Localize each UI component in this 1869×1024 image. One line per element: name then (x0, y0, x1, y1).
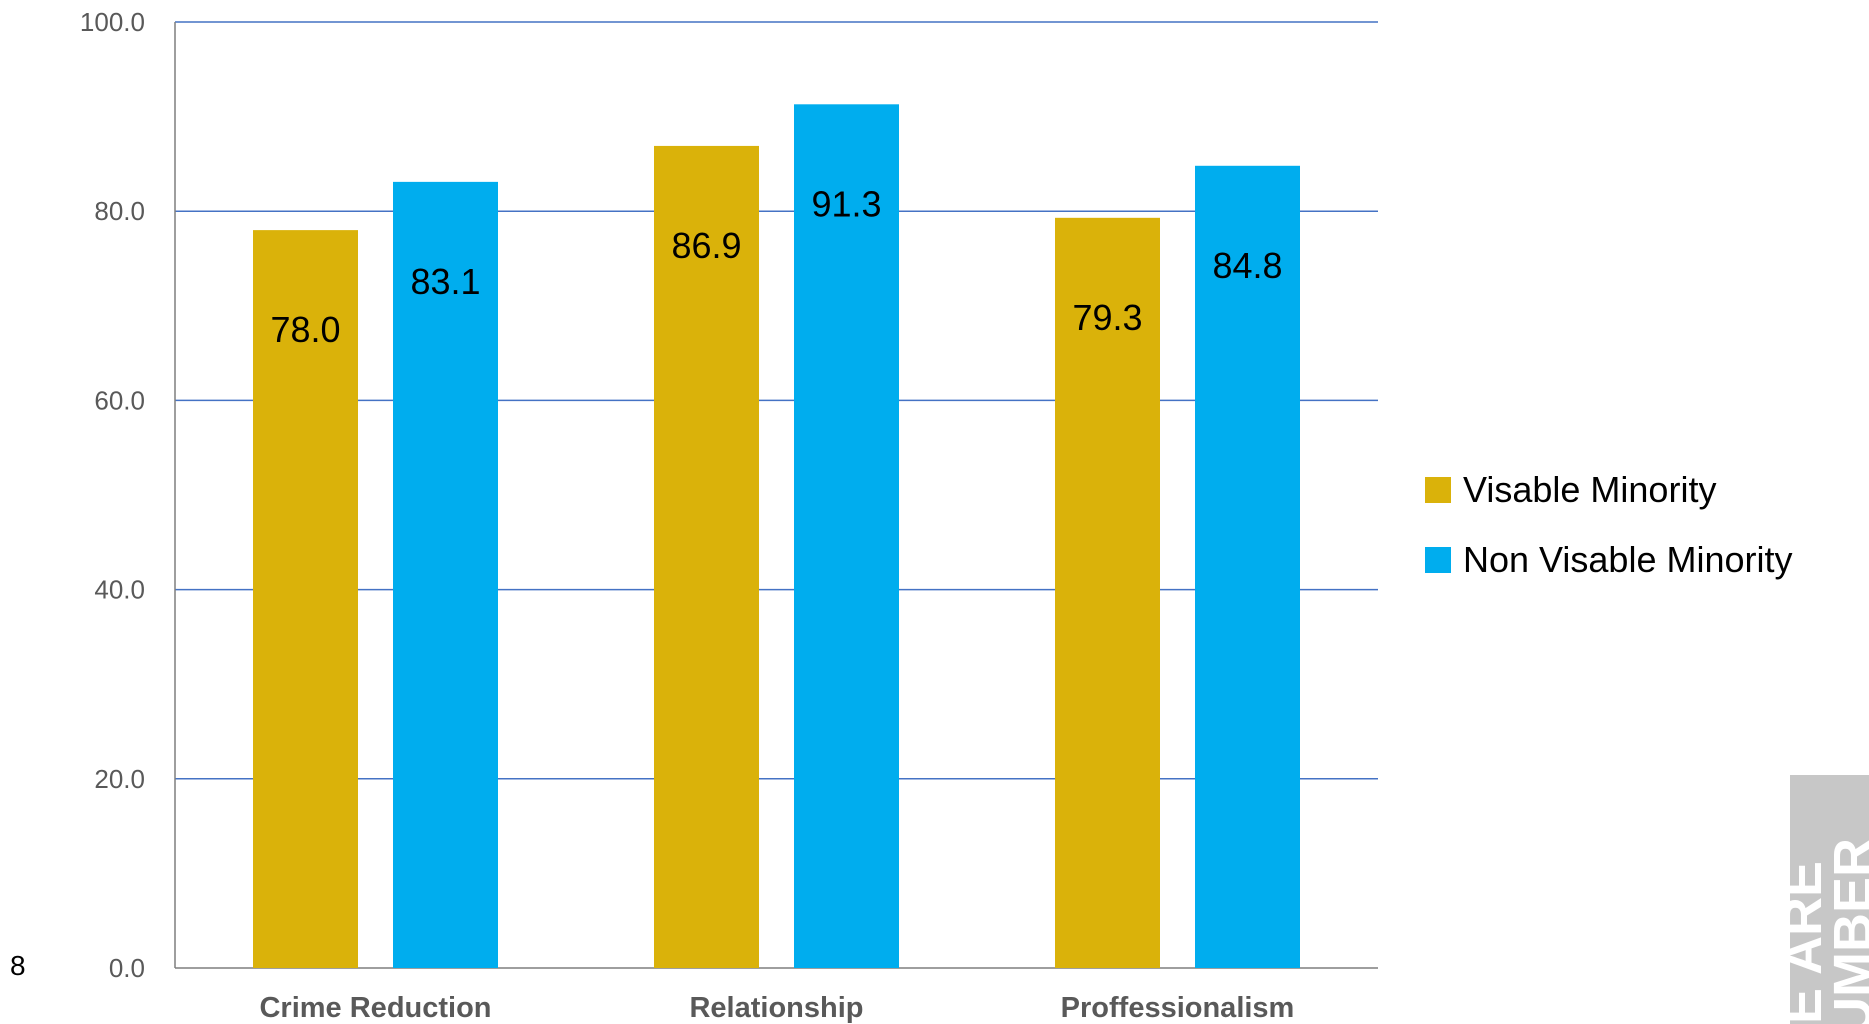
y-tick-label: 40.0 (94, 575, 145, 605)
legend-label-non-visable-minority: Non Visable Minority (1463, 539, 1792, 581)
data-label: 84.8 (1212, 245, 1282, 286)
slide-number: 8 (10, 950, 26, 982)
x-category-label: Proffessionalism (1061, 992, 1295, 1024)
x-category-label: Crime Reduction (259, 992, 491, 1024)
legend-swatch-visable-minority (1425, 477, 1451, 503)
watermark-logo: WE ARE NUMBER (1790, 775, 1869, 1024)
data-label: 86.9 (671, 225, 741, 266)
y-tick-label: 20.0 (94, 764, 145, 794)
chart-legend: Visable Minority Non Visable Minority (1425, 455, 1792, 595)
data-label: 83.1 (410, 261, 480, 302)
data-label: 91.3 (811, 183, 881, 224)
y-tick-label: 60.0 (94, 385, 145, 415)
y-tick-label: 100.0 (80, 7, 145, 37)
legend-swatch-non-visable-minority (1425, 547, 1451, 573)
bar (794, 104, 899, 968)
watermark-line-2: NUMBER (1826, 838, 1869, 1024)
y-tick-label: 80.0 (94, 196, 145, 226)
legend-item-visable-minority: Visable Minority (1425, 455, 1792, 525)
data-label: 78.0 (270, 309, 340, 350)
legend-item-non-visable-minority: Non Visable Minority (1425, 525, 1792, 595)
data-label: 79.3 (1072, 297, 1142, 338)
x-category-label: Relationship (689, 992, 863, 1024)
legend-label-visable-minority: Visable Minority (1463, 469, 1716, 511)
bar (1195, 166, 1300, 968)
bar (654, 146, 759, 968)
y-tick-label: 0.0 (109, 953, 145, 983)
